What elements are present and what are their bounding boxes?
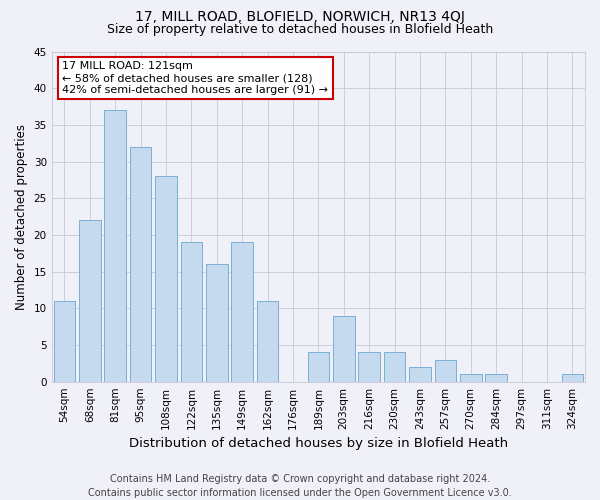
Bar (485, 374, 507, 382)
Bar (333, 316, 355, 382)
Bar (79, 220, 101, 382)
Text: Size of property relative to detached houses in Blofield Heath: Size of property relative to detached ho… (107, 22, 493, 36)
Bar (384, 352, 406, 382)
Bar (358, 352, 380, 382)
Bar (562, 374, 583, 382)
Bar (460, 374, 482, 382)
Bar (434, 360, 456, 382)
Bar (308, 352, 329, 382)
Bar (409, 367, 431, 382)
Bar (232, 242, 253, 382)
Bar (181, 242, 202, 382)
X-axis label: Distribution of detached houses by size in Blofield Heath: Distribution of detached houses by size … (129, 437, 508, 450)
Bar (155, 176, 177, 382)
Bar (130, 147, 151, 382)
Bar (53, 301, 75, 382)
Bar (257, 301, 278, 382)
Text: Contains HM Land Registry data © Crown copyright and database right 2024.
Contai: Contains HM Land Registry data © Crown c… (88, 474, 512, 498)
Bar (206, 264, 227, 382)
Text: 17 MILL ROAD: 121sqm
← 58% of detached houses are smaller (128)
42% of semi-deta: 17 MILL ROAD: 121sqm ← 58% of detached h… (62, 62, 328, 94)
Y-axis label: Number of detached properties: Number of detached properties (15, 124, 28, 310)
Bar (104, 110, 126, 382)
Text: 17, MILL ROAD, BLOFIELD, NORWICH, NR13 4QJ: 17, MILL ROAD, BLOFIELD, NORWICH, NR13 4… (135, 10, 465, 24)
